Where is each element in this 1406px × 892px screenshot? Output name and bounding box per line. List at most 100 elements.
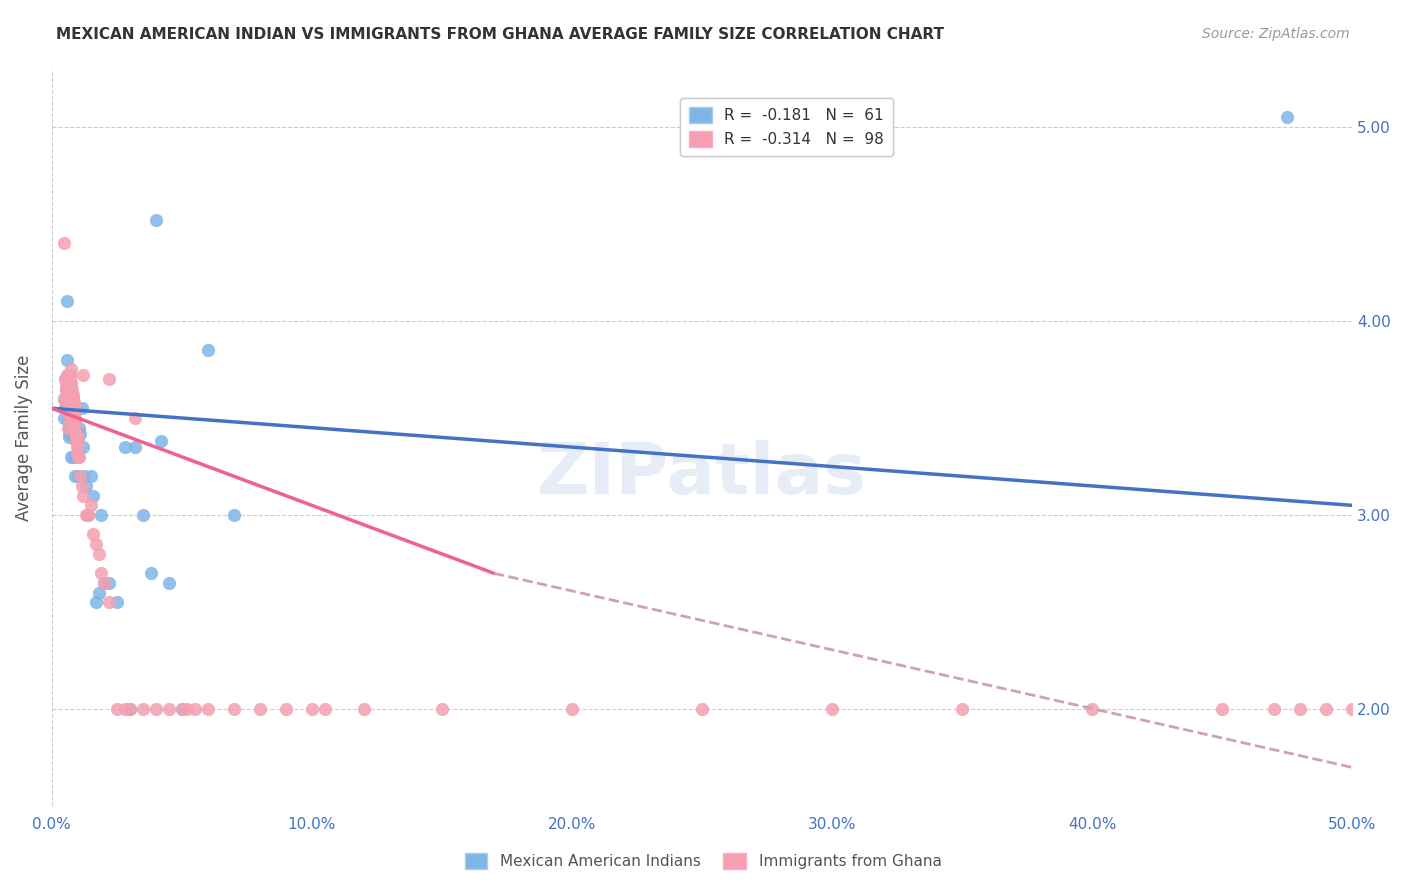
Point <box>1277 110 1299 124</box>
Y-axis label: Average Family Size: Average Family Size <box>15 354 32 521</box>
Point <box>314 702 336 716</box>
Point <box>150 434 173 449</box>
Point <box>53 392 76 406</box>
Point <box>59 376 82 390</box>
Point <box>98 576 121 591</box>
Point <box>58 382 80 396</box>
Point <box>72 368 94 383</box>
Point <box>145 213 167 227</box>
Point <box>690 702 713 716</box>
Point <box>56 352 79 367</box>
Point <box>56 392 79 406</box>
Point <box>72 489 94 503</box>
Point <box>70 401 93 416</box>
Point <box>67 420 90 434</box>
Point <box>69 426 91 441</box>
Point <box>56 395 79 409</box>
Point <box>58 401 80 416</box>
Point <box>197 702 219 716</box>
Point <box>184 702 207 716</box>
Point <box>55 376 77 390</box>
Point <box>249 702 271 716</box>
Point <box>56 382 79 396</box>
Point <box>93 576 115 591</box>
Point <box>63 401 86 416</box>
Legend: Mexican American Indians, Immigrants from Ghana: Mexican American Indians, Immigrants fro… <box>458 847 948 875</box>
Point <box>55 372 77 386</box>
Point <box>145 702 167 716</box>
Point <box>58 407 80 421</box>
Point <box>84 595 107 609</box>
Point <box>60 395 83 409</box>
Point <box>53 372 76 386</box>
Point <box>170 702 193 716</box>
Point <box>65 434 87 449</box>
Point <box>56 401 79 416</box>
Point <box>58 411 80 425</box>
Point <box>55 392 77 406</box>
Point <box>65 450 87 464</box>
Point <box>62 411 84 425</box>
Point <box>69 469 91 483</box>
Point <box>124 411 146 425</box>
Point <box>55 382 77 396</box>
Point <box>59 395 82 409</box>
Point <box>56 372 79 386</box>
Point <box>105 702 128 716</box>
Point <box>98 595 121 609</box>
Point <box>1315 702 1337 716</box>
Point <box>56 387 79 401</box>
Point <box>77 508 100 522</box>
Point <box>63 420 86 434</box>
Point <box>353 702 375 716</box>
Point <box>60 387 83 401</box>
Point <box>63 420 86 434</box>
Point <box>80 499 103 513</box>
Point <box>59 382 82 396</box>
Point <box>132 702 155 716</box>
Point <box>132 508 155 522</box>
Point <box>105 595 128 609</box>
Point <box>1289 702 1312 716</box>
Point <box>58 420 80 434</box>
Point <box>561 702 583 716</box>
Point <box>157 702 180 716</box>
Point <box>301 702 323 716</box>
Point <box>58 401 80 416</box>
Point <box>90 566 112 581</box>
Point <box>65 426 87 441</box>
Point <box>430 702 453 716</box>
Point <box>75 479 97 493</box>
Point <box>1211 702 1233 716</box>
Point <box>56 392 79 406</box>
Point <box>66 434 89 449</box>
Point <box>60 392 83 406</box>
Point <box>950 702 973 716</box>
Point <box>59 387 82 401</box>
Point <box>59 382 82 396</box>
Point <box>66 446 89 460</box>
Point <box>157 576 180 591</box>
Point <box>62 426 84 441</box>
Point <box>274 702 297 716</box>
Point <box>87 547 110 561</box>
Point <box>63 401 86 416</box>
Point <box>58 430 80 444</box>
Point <box>65 434 87 449</box>
Point <box>55 395 77 409</box>
Point <box>63 420 86 434</box>
Point <box>56 294 79 309</box>
Point <box>77 508 100 522</box>
Point <box>114 440 136 454</box>
Point <box>82 527 104 541</box>
Point <box>63 469 86 483</box>
Point <box>80 469 103 483</box>
Point <box>60 392 83 406</box>
Point <box>60 411 83 425</box>
Point <box>67 450 90 464</box>
Point <box>62 387 84 401</box>
Legend: R =  -0.181   N =  61, R =  -0.314   N =  98: R = -0.181 N = 61, R = -0.314 N = 98 <box>681 98 893 156</box>
Point <box>66 446 89 460</box>
Point <box>65 426 87 441</box>
Point <box>59 387 82 401</box>
